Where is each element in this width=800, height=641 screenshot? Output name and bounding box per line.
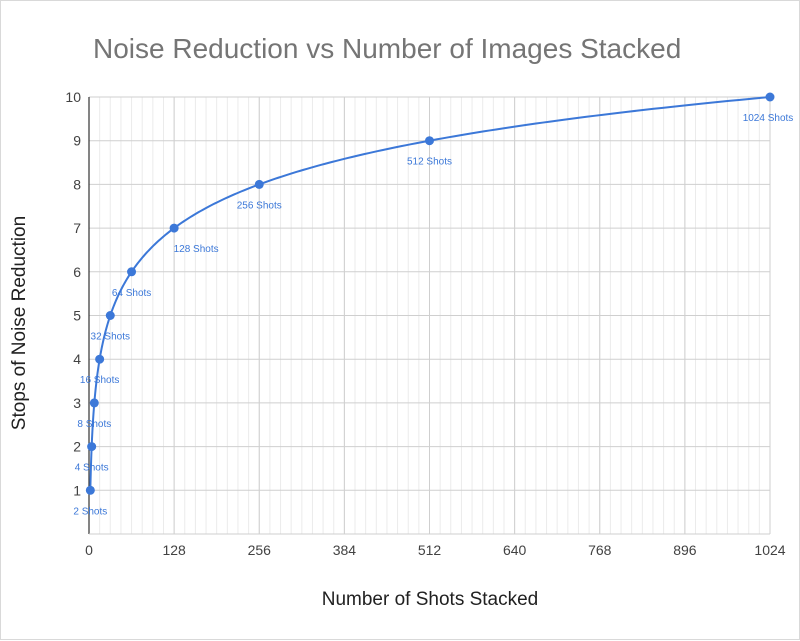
y-tick-label: 4 [73, 351, 81, 367]
x-tick-label: 128 [162, 542, 186, 558]
y-tick-label: 6 [73, 264, 81, 280]
data-point [169, 223, 179, 233]
axes [88, 97, 770, 535]
data-point [95, 354, 105, 364]
data-point [127, 267, 137, 277]
data-label: 8 Shots [77, 419, 111, 430]
data-label: 1024 Shots [743, 113, 794, 124]
data-point [254, 179, 264, 189]
y-tick-label: 8 [73, 176, 81, 192]
x-tick-label: 768 [588, 542, 612, 558]
x-axis-title: Number of Shots Stacked [322, 589, 539, 610]
data-label: 16 Shots [80, 375, 119, 386]
data-point [87, 442, 97, 452]
series-line [89, 96, 771, 491]
x-tick-label: 256 [248, 542, 272, 558]
data-label: 32 Shots [91, 332, 130, 343]
data-label: 512 Shots [407, 157, 452, 168]
y-tick-label: 2 [73, 439, 81, 455]
data-label: 4 Shots [75, 463, 109, 474]
series-group [85, 92, 775, 495]
data-point [105, 311, 115, 320]
data-point [89, 398, 99, 408]
y-tick-label: 3 [73, 395, 81, 411]
y-tick-label: 10 [65, 89, 81, 105]
y-tick-label: 7 [73, 220, 81, 236]
major-gridlines [88, 96, 771, 534]
y-tick-labels: 1 2 3 4 5 6 7 8 9 10 [65, 89, 81, 498]
x-tick-label: 512 [418, 542, 442, 558]
chart-title: Noise Reduction vs Number of Images Stac… [93, 33, 681, 64]
data-label: 256 Shots [237, 200, 282, 211]
x-tick-label: 640 [503, 542, 527, 558]
data-point [85, 485, 95, 495]
x-tick-label: 896 [673, 542, 697, 558]
data-point [425, 136, 434, 146]
y-tick-label: 5 [73, 308, 81, 324]
data-labels: 2 Shots 4 Shots 8 Shots 16 Shots 32 Shots 64 … [73, 113, 793, 517]
y-axis-title: Stops of Noise Reduction [9, 216, 30, 430]
x-tick-label: 0 [85, 542, 93, 558]
x-tick-label: 1024 [754, 542, 785, 558]
data-point [765, 92, 775, 102]
x-tick-label: 384 [333, 542, 357, 558]
x-tick-labels: 0 128 256 384 512 640 768 896 1024 [85, 542, 786, 558]
data-label: 2 Shots [73, 506, 107, 517]
y-tick-label: 9 [73, 133, 81, 149]
data-label: 128 Shots [174, 244, 219, 255]
y-tick-label: 1 [73, 482, 81, 498]
data-label: 64 Shots [112, 288, 151, 299]
